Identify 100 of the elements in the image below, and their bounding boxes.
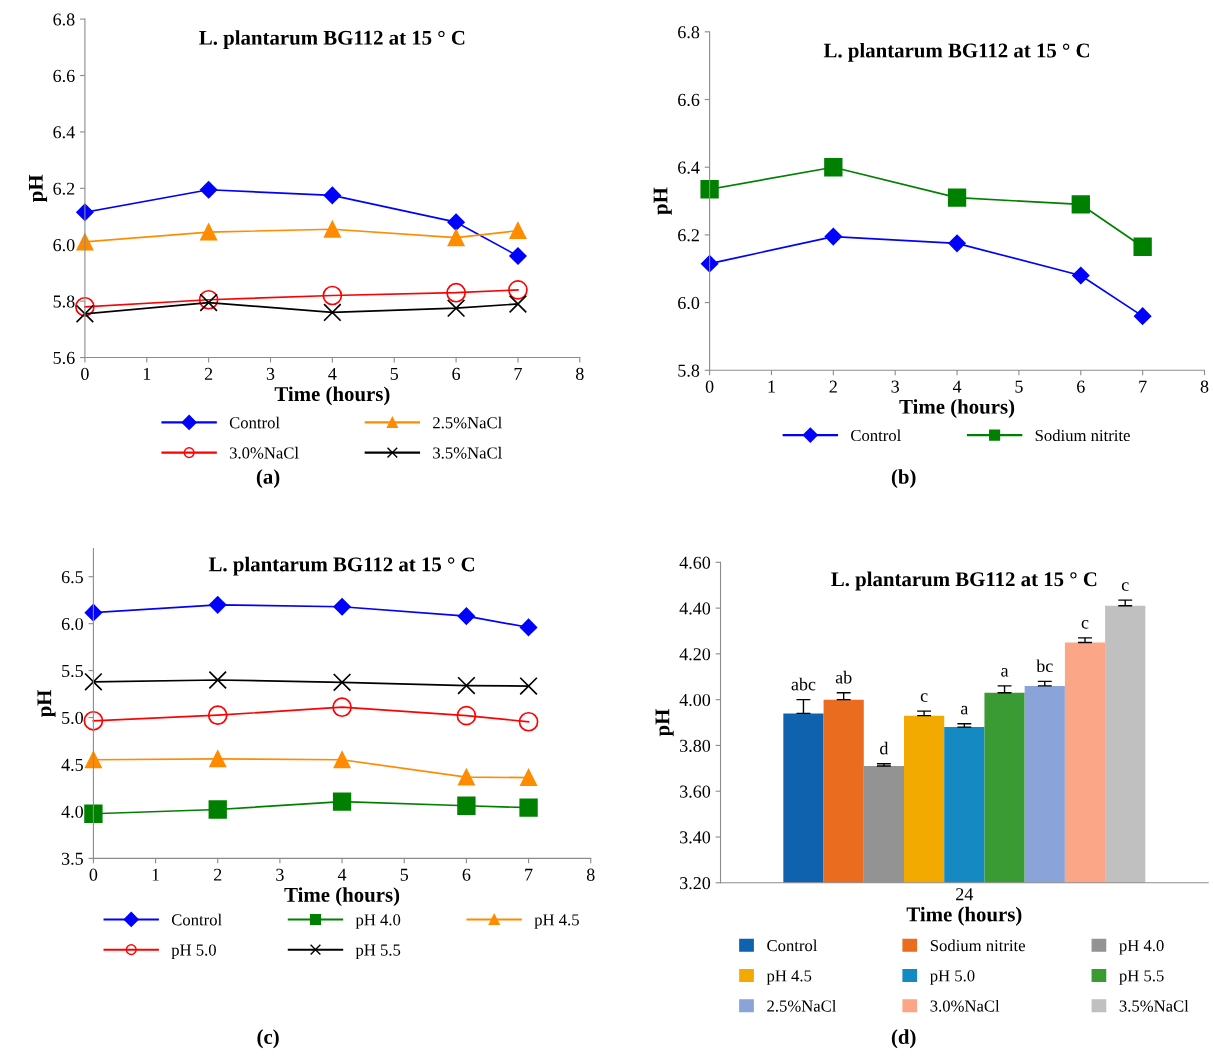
y-tick-label: 6.5 — [61, 571, 83, 584]
x-tick-label: 8 — [575, 367, 584, 380]
point — [947, 188, 967, 207]
y-axis-title: pH — [37, 689, 56, 718]
point — [84, 751, 102, 769]
point — [332, 697, 352, 718]
point — [323, 303, 342, 322]
point — [508, 280, 528, 300]
legend-label: pH 5.0 — [171, 944, 216, 960]
chart-title: L. plantarum BG112 at 15 ° C — [199, 30, 465, 50]
point — [200, 223, 218, 241]
point — [446, 282, 466, 303]
y-tick-label: 4.20 — [679, 648, 711, 661]
y-tick-label: 6.0 — [678, 296, 700, 310]
legend-label: Sodium nitrite — [930, 939, 1026, 952]
legend-label: pH 5.5 — [355, 944, 401, 960]
data-label: c — [1081, 619, 1089, 629]
legend-label: Control — [229, 416, 280, 429]
y-tick-label: 6.0 — [53, 238, 75, 252]
point — [75, 296, 95, 317]
point — [75, 304, 95, 324]
point — [1072, 266, 1090, 285]
legend-label: pH 4.0 — [1119, 939, 1164, 955]
y-tick-label: 5.8 — [53, 295, 75, 308]
point — [207, 705, 228, 726]
legend-label: Control — [767, 939, 818, 952]
data-label: c — [920, 693, 928, 702]
point — [1133, 307, 1152, 325]
point — [332, 792, 352, 811]
y-tick-label: 4.60 — [679, 556, 711, 569]
x-tick-label: 5 — [390, 367, 399, 380]
point — [323, 186, 342, 205]
y-tick-label: 3.40 — [680, 831, 711, 844]
text: (a) — [256, 469, 280, 489]
y-tick-label: 6.4 — [53, 126, 75, 139]
point — [447, 229, 465, 247]
x-tick-label: 1 — [152, 868, 159, 881]
x-tick-label: 4 — [328, 367, 337, 380]
point — [518, 711, 539, 732]
y-tick-label: 5.8 — [678, 364, 700, 377]
x-tick-label: 1 — [768, 380, 775, 393]
point — [323, 220, 341, 238]
x-tick-label: 7 — [514, 367, 522, 380]
legend-label: 2.5%NaCl — [767, 999, 837, 1012]
point — [84, 804, 103, 823]
y-axis-title: pH — [655, 708, 674, 737]
legend-label: 2.5%NaCl — [433, 416, 502, 429]
point — [332, 673, 352, 692]
y-tick-label: 6.2 — [53, 182, 75, 195]
x-tick-label: 6 — [1077, 380, 1085, 393]
y-tick-label: 4.5 — [61, 758, 83, 771]
legend-label: pH 5.0 — [930, 970, 975, 985]
legend-label: pH 4.5 — [534, 914, 579, 929]
x-tick-label: 6 — [452, 367, 461, 380]
point — [1133, 237, 1152, 256]
point — [457, 796, 476, 815]
x-tick-label: 2 — [204, 367, 213, 380]
point — [520, 769, 538, 787]
x-tick-label: 3 — [891, 380, 899, 393]
y-tick-label: 6.8 — [53, 13, 75, 26]
legend-label: pH 4.0 — [355, 914, 401, 929]
point — [208, 670, 227, 690]
point — [519, 798, 538, 817]
point — [322, 285, 343, 306]
x-tick-label: 4 — [952, 380, 962, 393]
text: (d) — [891, 1029, 916, 1049]
x-tick-label: 3 — [266, 367, 275, 380]
y-tick-label: 3.80 — [680, 739, 711, 752]
y-tick-label: 3.20 — [680, 877, 711, 890]
point — [700, 254, 719, 273]
x-tick-label: 0 — [89, 868, 98, 881]
y-tick-label: 4.00 — [679, 693, 711, 707]
point — [209, 750, 227, 768]
legend-label: Control — [171, 913, 222, 926]
y-tick-label: 4.40 — [679, 602, 711, 615]
x-tick-label: 5 — [400, 868, 409, 881]
data-label: a — [960, 705, 969, 715]
point — [84, 603, 103, 622]
point — [209, 596, 227, 614]
x-tick-label: 2 — [214, 868, 222, 881]
legend-label: Control — [851, 429, 901, 442]
y-tick-label: 6.6 — [53, 69, 75, 83]
point — [824, 158, 843, 177]
x-tick-label: 3 — [276, 868, 284, 881]
chart-title: L. plantarum BG112 at 15 ° C — [831, 571, 1097, 591]
chart-title: L. plantarum BG112 at 15 ° C — [208, 556, 474, 576]
point — [84, 672, 103, 692]
y-tick-label: 3.60 — [680, 785, 711, 798]
y-tick-label: 6.6 — [678, 93, 700, 107]
y-tick-label: 4.0 — [61, 805, 83, 818]
y-tick-label: 6.2 — [678, 229, 699, 242]
point — [509, 247, 527, 265]
legend-label: 3.0%NaCl — [930, 999, 1000, 1012]
data-label: ab — [835, 670, 852, 684]
y-axis-title: pH — [28, 174, 48, 202]
chart-title: L. plantarum BG112 at 15 ° C — [823, 42, 1089, 62]
point — [824, 227, 843, 246]
data-label: d — [880, 741, 889, 755]
point — [948, 234, 966, 253]
data-label: c — [1121, 582, 1129, 591]
